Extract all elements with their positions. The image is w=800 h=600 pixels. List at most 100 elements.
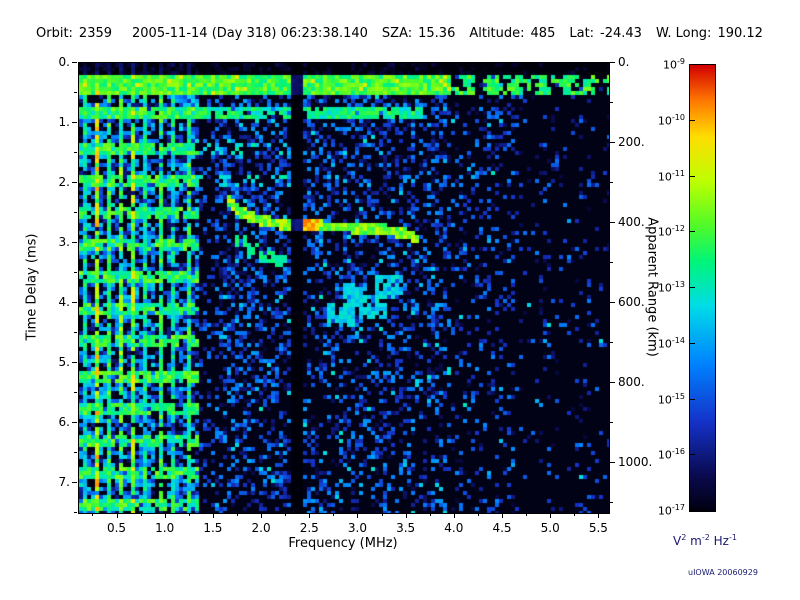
y2-minor-tick (610, 502, 613, 503)
colorbar-tick-label: 10-14 (657, 335, 685, 351)
y-minor-tick (74, 392, 77, 393)
x-minor-tick (164, 513, 166, 516)
y2-tick-mark (610, 382, 615, 383)
colorbar-tick-mark (690, 342, 695, 344)
header-item-lat: Lat: -24.43 (569, 26, 642, 41)
y-minor-tick (74, 92, 77, 93)
x-minor-tick (357, 513, 359, 516)
y-tick-mark (72, 242, 77, 243)
y2-tick-mark (610, 62, 615, 63)
x-tick-label: 3.0 (347, 521, 367, 535)
x-minor-tick (477, 513, 479, 516)
y-tick-mark (72, 122, 77, 123)
y-tick-label: 1. (58, 115, 70, 129)
y-tick-label: 7. (58, 475, 70, 489)
x-axis-title: Frequency (MHz) (288, 536, 398, 551)
header-label: SZA: (381, 26, 413, 41)
header-label: Lat: (569, 26, 595, 41)
y2-tick-label: 1000. (618, 455, 653, 469)
colorbar-tick-mark (690, 509, 695, 510)
x-minor-tick (333, 513, 335, 516)
x-minor-tick (526, 513, 528, 516)
header-item-orbit: Orbit: 2359 (36, 26, 112, 41)
colorbar-tick-label: 10-9 (663, 57, 685, 72)
x-minor-tick (285, 513, 287, 516)
x-tick-label: 1.5 (203, 521, 223, 535)
y2-tick-mark (610, 462, 615, 463)
x-minor-tick (212, 513, 214, 516)
header-value: 15.36 (418, 26, 456, 41)
colorbar-tick-label: 10-17 (657, 503, 685, 518)
x-tick-label: 4.5 (492, 521, 512, 535)
x-minor-tick (140, 513, 142, 516)
x-minor-tick (429, 513, 431, 516)
colorbar-tick-label: 10-12 (657, 224, 685, 239)
colorbar-tick-mark (690, 119, 695, 121)
x-tick-label: 5.5 (588, 521, 608, 535)
y2-tick-label: 600. (618, 295, 645, 309)
y-tick-label: 4. (58, 295, 70, 309)
colorbar-tick-mark (690, 64, 695, 65)
y-tick-label: 6. (58, 415, 70, 429)
y-tick-label: 0. (58, 55, 70, 69)
y2-minor-tick (610, 102, 613, 103)
x-minor-tick (502, 513, 503, 516)
x-minor-tick (92, 513, 94, 516)
x-minor-tick (550, 513, 552, 516)
y-tick-mark (72, 182, 77, 183)
y-minor-tick (74, 512, 77, 513)
y2-minor-tick (610, 262, 613, 263)
x-tick-label: 0.5 (106, 521, 127, 535)
header-item-wlong: W. Long: 190.12 (656, 26, 763, 41)
header-value: 485 (530, 26, 556, 41)
colorbar-tick-label: 10-10 (657, 112, 685, 128)
x-minor-tick (261, 513, 263, 516)
colorbar-units: V2 m-2 Hz-1 (673, 533, 737, 548)
header-label: Orbit: (36, 26, 73, 41)
y-tick-mark (72, 62, 77, 63)
y2-minor-tick (610, 422, 613, 423)
y2-tick-label: 400. (618, 215, 645, 229)
header-item-sza: SZA: 15.36 (382, 26, 455, 41)
x-tick-label: 3.5 (396, 521, 416, 535)
y-tick-mark (72, 362, 77, 363)
y-tick-label: 3. (58, 235, 70, 249)
header-label: W. Long: (655, 26, 712, 41)
colorbar-tick-label: 10-16 (657, 447, 685, 462)
y-minor-tick (74, 212, 77, 213)
x-tick-label: 1.0 (155, 521, 175, 535)
y-minor-tick (74, 152, 77, 153)
header-info: Orbit: 2359 2005-11-14 (Day 318) 06:23:38… (36, 26, 763, 41)
colorbar-tick-label: 10-15 (657, 391, 685, 407)
header-value: 2359 (78, 26, 113, 41)
header-value: 190.12 (717, 26, 763, 41)
header-item-altitude: Altitude: 485 (469, 26, 555, 41)
spectrogram-canvas (78, 62, 610, 514)
y-minor-tick (74, 332, 77, 333)
x-tick-label: 4.0 (444, 521, 464, 535)
credit-text: uIOWA 20060929 (688, 568, 758, 577)
y2-tick-mark (610, 302, 615, 303)
colorbar-tick-mark (690, 287, 695, 288)
x-minor-tick (188, 513, 190, 516)
y-tick-mark (72, 302, 77, 303)
x-minor-tick (453, 513, 455, 516)
y2-tick-label: 800. (618, 375, 645, 389)
x-tick-label: 2.5 (299, 521, 319, 535)
y2-tick-mark (610, 222, 615, 223)
x-minor-tick (237, 513, 238, 516)
header-value: -24.43 (600, 26, 642, 41)
colorbar-tick-mark (690, 175, 695, 177)
colorbar-tick-mark (690, 398, 695, 400)
x-minor-tick (405, 513, 407, 516)
header-label: Altitude: (469, 26, 525, 41)
colorbar-tick-mark (690, 231, 695, 233)
x-tick-label: 2.0 (251, 521, 271, 535)
x-minor-tick (116, 513, 118, 516)
colorbar-tick-label: 10-13 (657, 280, 685, 295)
y2-tick-mark (610, 142, 615, 143)
y-minor-tick (74, 272, 77, 273)
y-tick-label: 5. (58, 355, 70, 369)
y-tick-label: 2. (58, 175, 70, 189)
